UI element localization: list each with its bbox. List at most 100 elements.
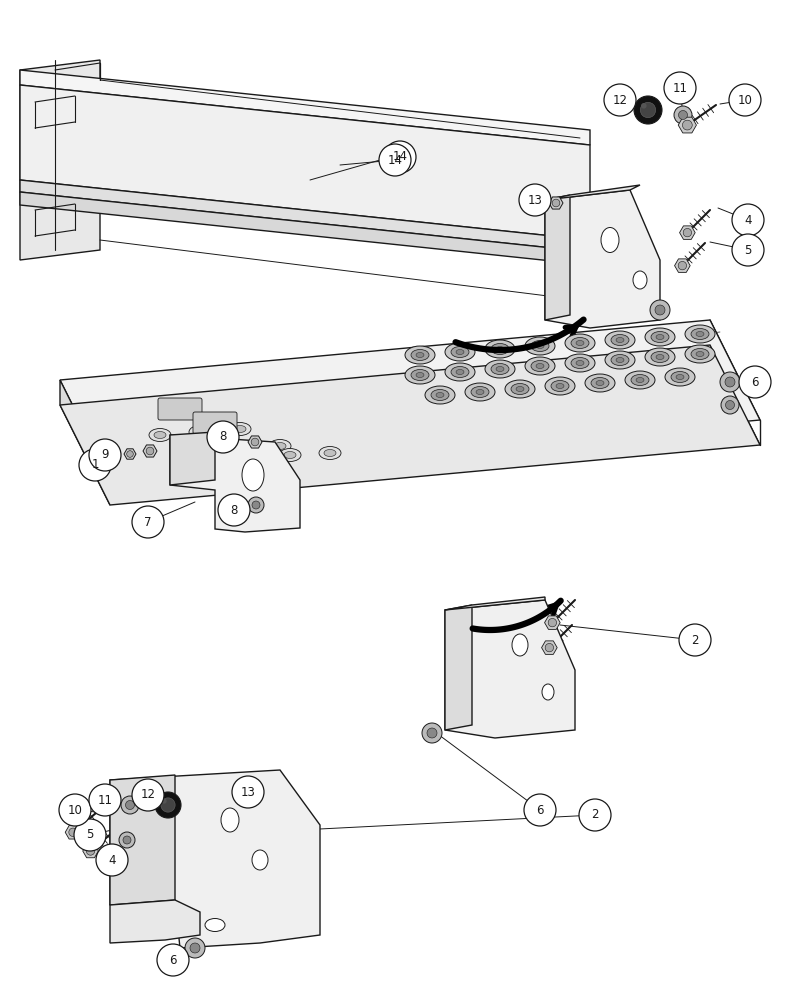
Circle shape	[548, 618, 556, 627]
Ellipse shape	[189, 446, 211, 458]
Ellipse shape	[471, 386, 489, 397]
Ellipse shape	[445, 363, 475, 381]
Ellipse shape	[234, 446, 246, 452]
Ellipse shape	[636, 377, 644, 382]
Circle shape	[720, 372, 740, 392]
Circle shape	[69, 828, 77, 836]
Circle shape	[123, 836, 131, 844]
Ellipse shape	[625, 371, 655, 389]
Circle shape	[664, 72, 696, 104]
Ellipse shape	[605, 351, 635, 369]
Polygon shape	[549, 197, 563, 209]
Text: 13: 13	[240, 786, 255, 798]
Ellipse shape	[565, 334, 595, 352]
Circle shape	[678, 261, 686, 270]
Ellipse shape	[656, 355, 664, 360]
Circle shape	[519, 184, 551, 216]
Ellipse shape	[691, 328, 709, 340]
Circle shape	[384, 141, 416, 173]
Circle shape	[427, 728, 437, 738]
Circle shape	[604, 84, 636, 116]
Polygon shape	[110, 775, 175, 905]
Polygon shape	[445, 600, 575, 738]
Ellipse shape	[279, 448, 301, 462]
Circle shape	[232, 776, 264, 808]
Circle shape	[96, 844, 128, 876]
Ellipse shape	[525, 357, 555, 375]
Ellipse shape	[525, 337, 555, 355]
Text: 10: 10	[738, 94, 753, 106]
Ellipse shape	[242, 459, 264, 491]
Ellipse shape	[465, 383, 495, 401]
Ellipse shape	[576, 360, 584, 365]
Polygon shape	[170, 432, 215, 485]
Polygon shape	[678, 117, 697, 133]
Ellipse shape	[405, 366, 435, 384]
Polygon shape	[20, 60, 100, 260]
Circle shape	[379, 144, 411, 176]
Polygon shape	[248, 436, 262, 448]
Circle shape	[89, 784, 121, 816]
Ellipse shape	[491, 363, 509, 374]
FancyBboxPatch shape	[193, 412, 237, 434]
Ellipse shape	[651, 352, 669, 362]
Polygon shape	[445, 597, 545, 610]
Polygon shape	[83, 844, 98, 858]
Circle shape	[721, 396, 739, 414]
Circle shape	[545, 643, 554, 652]
Polygon shape	[110, 900, 200, 943]
Ellipse shape	[551, 380, 569, 391]
Text: 5: 5	[745, 243, 752, 256]
Text: 2: 2	[691, 634, 699, 647]
Polygon shape	[20, 70, 590, 145]
Ellipse shape	[556, 383, 564, 388]
Circle shape	[161, 798, 175, 812]
Circle shape	[729, 84, 761, 116]
Ellipse shape	[234, 426, 246, 432]
Ellipse shape	[585, 374, 615, 392]
Ellipse shape	[456, 350, 464, 355]
Ellipse shape	[411, 369, 429, 380]
Ellipse shape	[611, 334, 629, 346]
Text: 1: 1	[91, 458, 98, 472]
Circle shape	[146, 447, 154, 455]
Circle shape	[252, 501, 260, 509]
Text: 14: 14	[392, 150, 407, 163]
Circle shape	[155, 792, 181, 818]
Circle shape	[132, 506, 164, 538]
Ellipse shape	[491, 344, 509, 355]
Circle shape	[121, 796, 139, 814]
Ellipse shape	[545, 377, 575, 395]
Ellipse shape	[456, 369, 464, 374]
Text: 6: 6	[751, 375, 759, 388]
Circle shape	[190, 943, 200, 953]
Ellipse shape	[269, 440, 291, 452]
Circle shape	[678, 110, 687, 119]
Ellipse shape	[516, 386, 524, 391]
Circle shape	[79, 449, 111, 481]
Ellipse shape	[645, 328, 675, 346]
Circle shape	[641, 102, 656, 118]
Circle shape	[732, 204, 764, 236]
Ellipse shape	[616, 358, 624, 362]
Text: 11: 11	[98, 794, 113, 806]
Polygon shape	[170, 435, 300, 532]
Circle shape	[655, 305, 665, 315]
Text: 6: 6	[537, 804, 544, 816]
Circle shape	[119, 832, 135, 848]
Circle shape	[157, 944, 189, 976]
Ellipse shape	[631, 374, 649, 385]
Ellipse shape	[665, 368, 695, 386]
Polygon shape	[60, 380, 110, 505]
Polygon shape	[545, 616, 560, 629]
Polygon shape	[143, 445, 157, 457]
Text: 11: 11	[672, 82, 687, 95]
Ellipse shape	[229, 442, 251, 456]
Polygon shape	[545, 185, 640, 200]
Ellipse shape	[496, 366, 504, 371]
Ellipse shape	[512, 634, 528, 656]
Circle shape	[125, 800, 135, 810]
Polygon shape	[675, 259, 690, 272]
Ellipse shape	[229, 422, 251, 436]
Circle shape	[87, 847, 95, 855]
